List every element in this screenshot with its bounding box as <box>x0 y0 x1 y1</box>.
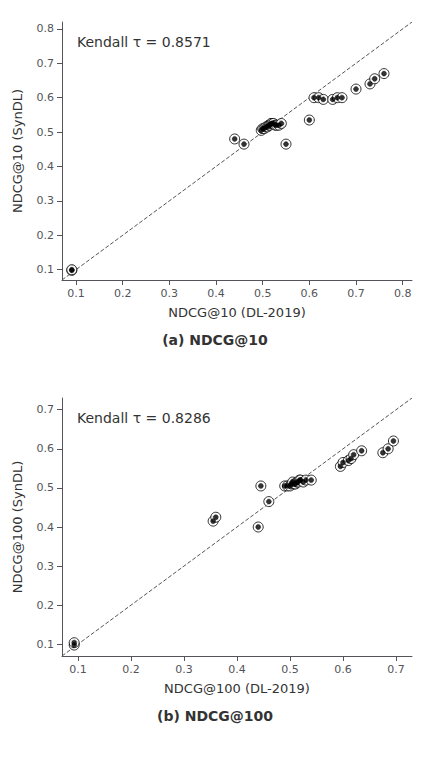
svg-text:0.1: 0.1 <box>67 287 85 300</box>
svg-text:0.2: 0.2 <box>114 287 132 300</box>
svg-text:(b) NDCG@100: (b) NDCG@100 <box>157 708 273 724</box>
svg-text:0.3: 0.3 <box>161 287 179 300</box>
svg-text:0.2: 0.2 <box>37 599 55 612</box>
svg-text:0.6: 0.6 <box>301 287 319 300</box>
svg-text:0.3: 0.3 <box>37 194 55 207</box>
svg-text:0.5: 0.5 <box>254 287 272 300</box>
svg-text:0.6: 0.6 <box>37 91 55 104</box>
svg-text:NDCG@100 (DL-2019): NDCG@100 (DL-2019) <box>164 681 310 696</box>
svg-text:0.6: 0.6 <box>334 663 352 676</box>
svg-text:0.4: 0.4 <box>228 663 246 676</box>
svg-text:0.1: 0.1 <box>37 263 55 276</box>
svg-text:0.8: 0.8 <box>37 22 55 35</box>
svg-text:0.2: 0.2 <box>122 663 140 676</box>
svg-text:0.6: 0.6 <box>37 442 55 455</box>
svg-text:0.1: 0.1 <box>37 638 55 651</box>
svg-text:0.3: 0.3 <box>175 663 193 676</box>
svg-text:Kendall τ = 0.8286: Kendall τ = 0.8286 <box>77 410 211 426</box>
svg-text:(a) NDCG@10: (a) NDCG@10 <box>162 332 268 348</box>
svg-text:NDCG@100 (SynDL): NDCG@100 (SynDL) <box>10 461 25 593</box>
svg-text:0.8: 0.8 <box>394 287 412 300</box>
svg-text:NDCG@10 (SynDL): NDCG@10 (SynDL) <box>10 89 25 213</box>
svg-text:0.1: 0.1 <box>69 663 87 676</box>
svg-text:Kendall τ = 0.8571: Kendall τ = 0.8571 <box>77 34 211 50</box>
svg-text:0.7: 0.7 <box>37 403 55 416</box>
svg-text:0.5: 0.5 <box>37 481 55 494</box>
svg-text:0.2: 0.2 <box>37 229 55 242</box>
svg-text:0.7: 0.7 <box>387 663 405 676</box>
svg-text:0.7: 0.7 <box>37 57 55 70</box>
svg-text:0.7: 0.7 <box>347 287 365 300</box>
svg-text:0.4: 0.4 <box>37 521 55 534</box>
svg-text:NDCG@10 (DL-2019): NDCG@10 (DL-2019) <box>168 305 306 320</box>
svg-text:0.5: 0.5 <box>37 126 55 139</box>
svg-text:0.4: 0.4 <box>207 287 225 300</box>
svg-text:0.3: 0.3 <box>37 560 55 573</box>
svg-text:0.4: 0.4 <box>37 160 55 173</box>
svg-text:0.5: 0.5 <box>281 663 299 676</box>
